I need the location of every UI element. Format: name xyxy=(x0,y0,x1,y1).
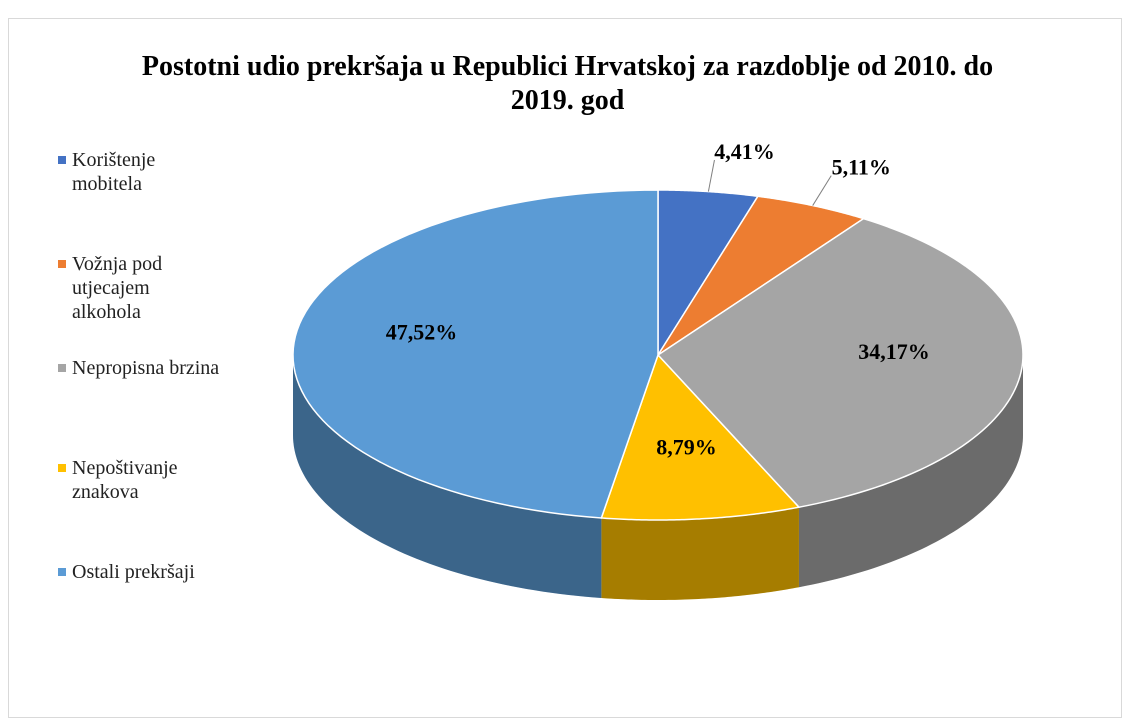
slice xyxy=(600,353,801,521)
legend-swatch xyxy=(58,364,66,372)
data-label: 5,11% xyxy=(832,155,891,180)
slice-side xyxy=(293,355,602,598)
data-label: 4,41% xyxy=(714,139,775,164)
leader-line xyxy=(707,159,715,192)
legend-item: Ostali prekršaji xyxy=(58,560,222,584)
legend-label: Ostali prekršaji xyxy=(72,561,195,583)
legend-label: Vožnja pod utjecajem alkohola xyxy=(72,253,163,323)
legend-label: Nepropisna brzina xyxy=(72,357,220,379)
slice-side-shade xyxy=(293,355,602,598)
legend-swatch xyxy=(58,464,66,472)
data-label: 8,79% xyxy=(656,435,717,460)
slice xyxy=(656,217,1024,509)
slice xyxy=(657,195,866,356)
data-label: 47,52% xyxy=(386,320,458,345)
legend-item: Korištenje mobitela xyxy=(58,148,222,196)
legend-item: Vožnja pod utjecajem alkohola xyxy=(58,252,222,324)
slice-side-shade xyxy=(601,507,799,600)
leader-line xyxy=(812,175,832,206)
slice xyxy=(292,189,659,519)
legend-label: Nepoštivanje znakova xyxy=(72,457,178,503)
legend-item: Nepropisna brzina xyxy=(58,356,222,380)
legend-label: Korištenje mobitela xyxy=(72,149,156,195)
slice-side xyxy=(798,355,1023,588)
data-label: 34,17% xyxy=(858,339,930,364)
chart-title: Postotni udio prekršaja u Republici Hrva… xyxy=(141,51,994,116)
legend-item: Nepoštivanje znakova xyxy=(58,456,222,504)
slice-side-shade xyxy=(798,355,1023,588)
slice-side xyxy=(601,507,799,600)
legend-swatch xyxy=(58,156,66,164)
legend-swatch xyxy=(58,260,66,268)
legend-swatch xyxy=(58,568,66,576)
